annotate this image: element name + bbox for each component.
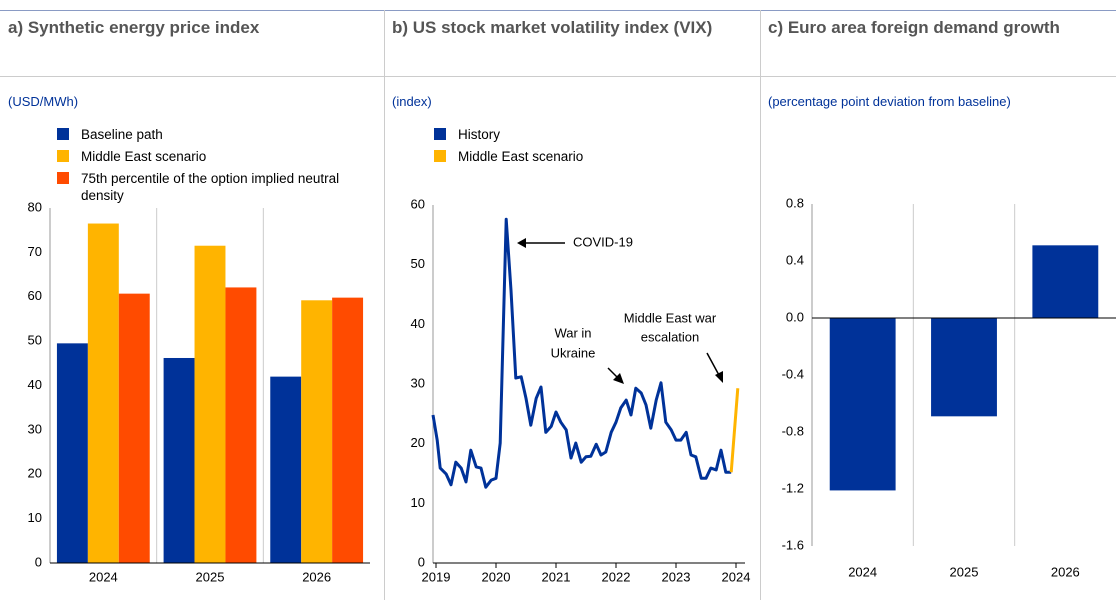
y-tick-label: 50 [411,256,425,271]
x-tick-label: 2025 [950,564,979,579]
legend: Baseline path Middle East scenario 75th pe… [57,126,347,209]
unit-label: (USD/MWh) [8,94,79,109]
y-tick-label: 80 [28,199,42,214]
legend: History Middle East scenario [434,126,724,170]
arrowhead [613,373,624,384]
legend-swatch [57,172,69,184]
arrowhead [715,371,723,383]
legend-item: History [434,126,724,143]
x-tick-label: 2019 [422,569,451,584]
bar [225,287,257,563]
legend-label: Middle East scenario [458,149,584,164]
x-tick-label: 2024 [848,564,877,579]
y-tick-label: 60 [411,196,425,211]
bar [56,343,88,563]
panel-title: b) US stock market volatility index (VIX… [392,18,713,37]
bar [163,357,195,563]
legend-swatch [57,128,69,140]
x-tick-label: 2023 [662,569,691,584]
y-tick-label: 0 [35,554,42,569]
legend-label: Baseline path [81,127,163,142]
y-tick-label: 20 [411,435,425,450]
arrowhead [517,238,526,248]
y-tick-label: 40 [411,316,425,331]
bar [931,318,997,417]
y-tick-label: 30 [411,375,425,390]
legend-swatch [57,150,69,162]
y-tick-label: 10 [411,495,425,510]
bar [270,376,302,563]
x-tick-label: 2022 [602,569,631,584]
line-series [729,388,740,473]
y-tick-label: -1.6 [782,537,804,552]
annotations: COVID-19 War in Ukraine Middle East war … [517,234,723,384]
x-tick-label: 2025 [196,569,225,584]
legend-label: Middle East scenario [81,149,207,164]
arrow [706,352,721,378]
legend-swatch [434,150,446,162]
y-tick-label: 40 [28,377,42,392]
y-tick-label: 30 [28,421,42,436]
legend-item: Middle East scenario [434,148,724,165]
y-tick-label: 70 [28,244,42,259]
annotation: Ukraine [551,345,596,360]
y-tick-label: 20 [28,466,42,481]
legend-label: History [458,127,501,142]
x-tick-label: 2021 [542,569,571,584]
bar [87,223,119,563]
y-tick-label: -0.8 [782,423,804,438]
legend-item: Baseline path [57,126,347,143]
bar [829,318,896,491]
annotation: Middle East war [624,310,717,325]
y-tick-label: -1.2 [782,480,804,495]
x-tick-label: 2024 [722,569,751,584]
unit-label: (percentage point deviation from baselin… [768,94,1011,109]
bar [332,297,364,563]
legend-item: 75th percentile of the option implied ne… [57,170,347,204]
annotation: War in [554,325,591,340]
y-tick-label: 60 [28,288,42,303]
panel-title: a) Synthetic energy price index [8,18,260,37]
x-tick-label: 2020 [482,569,511,584]
y-tick-label: 0 [418,554,425,569]
y-tick-label: -0.4 [782,366,804,381]
line-series [431,217,732,489]
annotation: escalation [641,329,700,344]
y-tick-label: 0.4 [786,252,804,267]
bar [194,245,226,563]
unit-label: (index) [392,94,432,109]
y-tick-label: 0.8 [786,195,804,210]
y-tick-label: 50 [28,333,42,348]
bar [118,293,150,563]
x-tick-label: 2024 [89,569,118,584]
y-tick-label: 10 [28,510,42,525]
x-tick-label: 2026 [1051,564,1080,579]
legend-item: Middle East scenario [57,148,347,165]
bar [301,300,333,563]
bar [1032,245,1099,318]
panel-title: c) Euro area foreign demand growth [768,18,1060,37]
legend-label: 75th percentile of the option implied ne… [81,171,340,203]
y-tick-label: 0.0 [786,309,804,324]
x-tick-label: 2026 [302,569,331,584]
legend-swatch [434,128,446,140]
annotation: COVID-19 [573,234,633,249]
